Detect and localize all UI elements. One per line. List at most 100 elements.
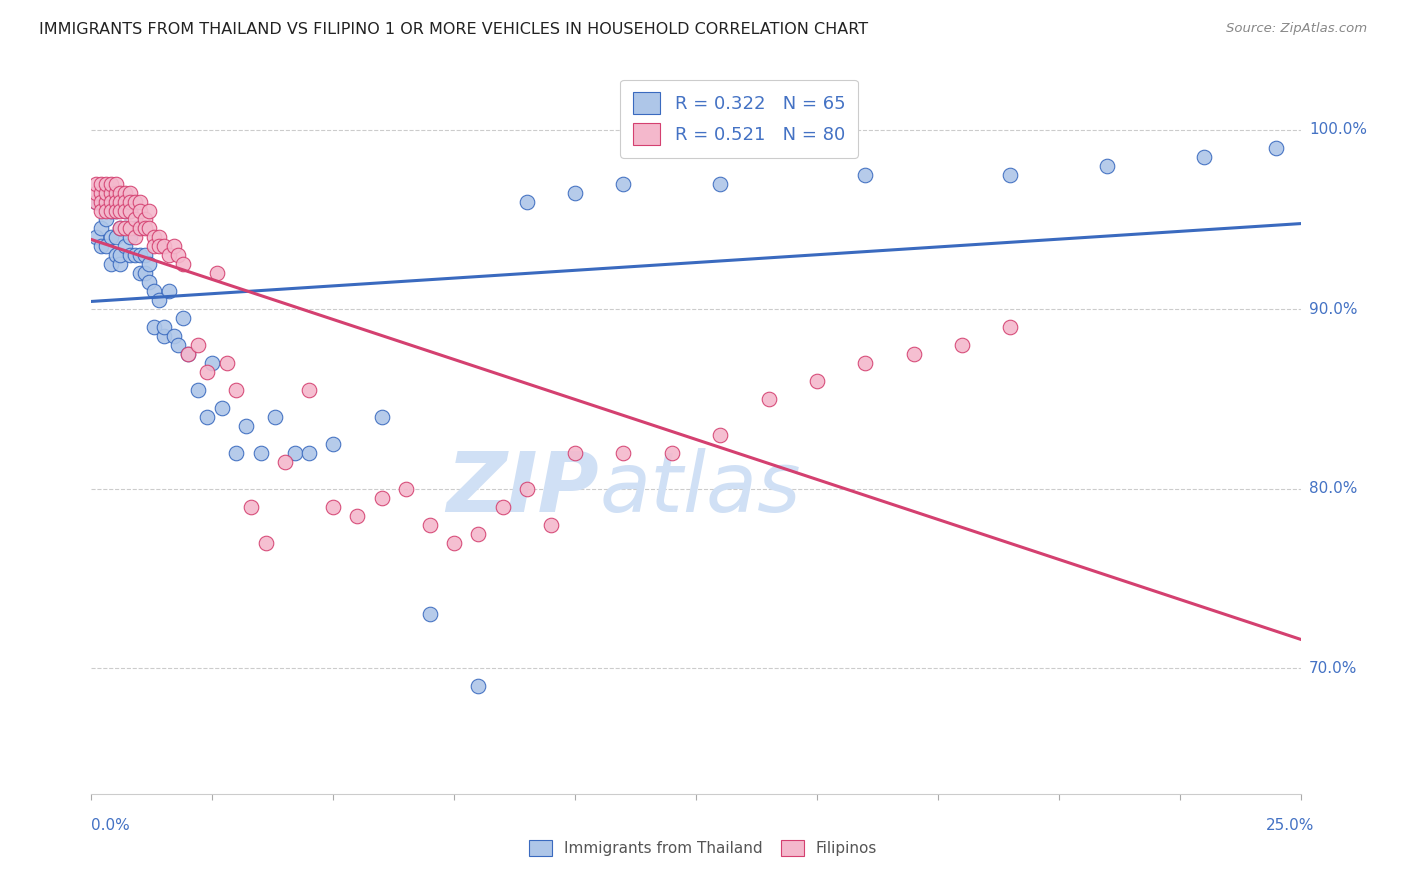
Point: [84, 177, 107, 191]
Point: [100, 194, 122, 209]
Point: [94, 194, 117, 209]
Point: [167, 248, 190, 262]
Point: [84, 230, 107, 244]
Point: [254, 535, 277, 549]
Point: [110, 194, 132, 209]
Point: [148, 293, 170, 308]
Point: [1095, 159, 1118, 173]
Point: [1000, 320, 1022, 334]
Point: [157, 248, 180, 262]
Point: [124, 194, 146, 209]
Point: [138, 275, 160, 289]
Point: [120, 248, 142, 262]
Point: [162, 239, 184, 253]
Point: [540, 517, 562, 532]
Point: [128, 194, 150, 209]
Point: [157, 285, 180, 299]
Point: [90, 239, 112, 253]
Point: [94, 203, 117, 218]
Point: [283, 446, 305, 460]
Point: [138, 257, 160, 271]
Point: [120, 221, 142, 235]
Point: [114, 221, 136, 235]
Point: [322, 500, 344, 514]
Point: [197, 365, 219, 379]
Point: [148, 230, 170, 244]
Point: [100, 257, 122, 271]
Point: [90, 203, 112, 218]
Point: [134, 212, 156, 227]
Point: [134, 248, 156, 262]
Text: 80.0%: 80.0%: [1309, 481, 1357, 496]
Point: [134, 266, 156, 280]
Point: [128, 221, 150, 235]
Point: [120, 203, 142, 218]
Point: [153, 239, 176, 253]
Text: 0.0%: 0.0%: [91, 818, 131, 832]
Text: ZIP: ZIP: [447, 448, 599, 529]
Point: [197, 409, 219, 424]
Point: [709, 177, 731, 191]
Point: [903, 347, 925, 361]
Point: [94, 212, 117, 227]
Text: 90.0%: 90.0%: [1309, 301, 1357, 317]
Point: [128, 266, 150, 280]
Point: [90, 221, 112, 235]
Point: [124, 212, 146, 227]
Point: [104, 230, 127, 244]
Point: [419, 607, 441, 622]
Point: [110, 248, 132, 262]
Point: [1000, 168, 1022, 182]
Legend: R = 0.322   N = 65, R = 0.521   N = 80: R = 0.322 N = 65, R = 0.521 N = 80: [620, 79, 858, 158]
Point: [114, 239, 136, 253]
Point: [298, 446, 321, 460]
Point: [467, 679, 489, 693]
Point: [187, 338, 209, 352]
Text: atlas: atlas: [599, 448, 801, 529]
Point: [114, 221, 136, 235]
Text: 100.0%: 100.0%: [1309, 122, 1367, 137]
Point: [104, 203, 127, 218]
Point: [225, 446, 247, 460]
Text: 25.0%: 25.0%: [1267, 818, 1315, 832]
Point: [225, 383, 247, 397]
Point: [950, 338, 973, 352]
Point: [177, 347, 200, 361]
Point: [110, 221, 132, 235]
Point: [110, 186, 132, 200]
Point: [211, 401, 233, 415]
Point: [90, 177, 112, 191]
Point: [120, 194, 142, 209]
Legend: Immigrants from Thailand, Filipinos: Immigrants from Thailand, Filipinos: [523, 834, 883, 862]
Point: [104, 186, 127, 200]
Point: [249, 446, 271, 460]
Point: [84, 194, 107, 209]
Point: [110, 257, 132, 271]
Point: [100, 230, 122, 244]
Point: [564, 446, 586, 460]
Point: [419, 517, 441, 532]
Point: [128, 203, 150, 218]
Point: [443, 535, 465, 549]
Point: [564, 186, 586, 200]
Point: [709, 428, 731, 442]
Point: [177, 347, 200, 361]
Point: [153, 320, 176, 334]
Point: [94, 177, 117, 191]
Point: [167, 338, 190, 352]
Point: [172, 257, 194, 271]
Point: [94, 239, 117, 253]
Point: [134, 221, 156, 235]
Point: [853, 356, 876, 370]
Point: [187, 383, 209, 397]
Point: [612, 177, 634, 191]
Point: [120, 203, 142, 218]
Point: [124, 221, 146, 235]
Point: [84, 186, 107, 200]
Point: [90, 186, 112, 200]
Point: [201, 356, 224, 370]
Point: [516, 194, 538, 209]
Point: [124, 230, 146, 244]
Point: [346, 508, 368, 523]
Point: [853, 168, 876, 182]
